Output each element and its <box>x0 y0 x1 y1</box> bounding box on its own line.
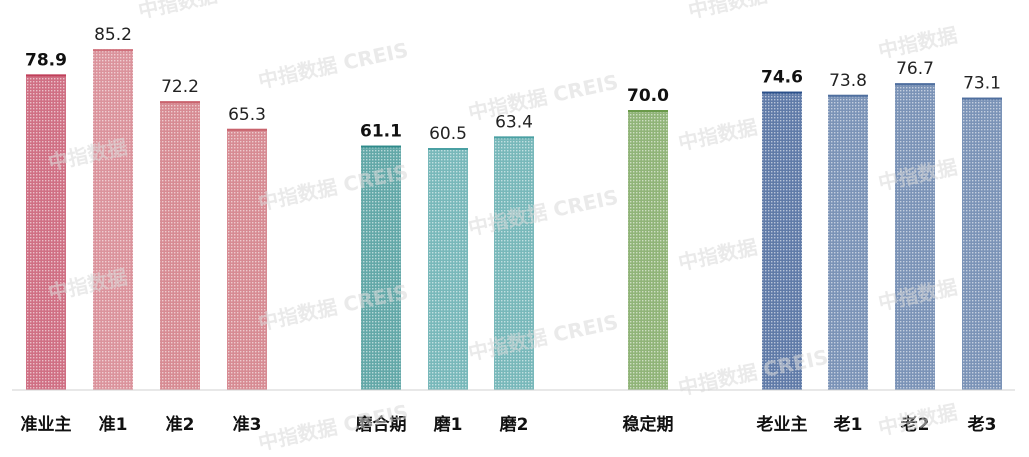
bar-准1 <box>93 49 133 390</box>
watermark-text: 中指数据 CREIS <box>136 0 290 23</box>
bar-cap-老业主 <box>762 91 802 94</box>
bars-layer <box>26 49 1002 391</box>
bar-准业主 <box>26 74 66 391</box>
bar-cap-磨1 <box>428 148 468 150</box>
value-label-老1: 73.8 <box>829 71 867 91</box>
watermark-text: 中指数据 CREIS <box>676 345 830 400</box>
category-label-准1: 准1 <box>99 415 128 435</box>
bar-老3 <box>962 97 1002 390</box>
value-label-磨合期: 61.1 <box>360 122 402 142</box>
category-label-准2: 准2 <box>166 415 195 435</box>
bar-cap-准2 <box>160 101 200 104</box>
watermark-text: 中指数据 <box>676 115 759 155</box>
bar-准3 <box>227 128 267 391</box>
value-label-老2: 76.7 <box>896 59 934 79</box>
category-label-磨合期: 磨合期 <box>356 414 407 435</box>
category-label-磨1: 磨1 <box>434 414 463 435</box>
category-label-老业主: 老业主 <box>756 414 808 435</box>
value-label-准2: 72.2 <box>161 77 199 97</box>
bar-cap-老2 <box>895 83 935 86</box>
value-label-准3: 65.3 <box>228 105 266 125</box>
watermark-text: 中指数据 CREIS <box>256 38 410 93</box>
watermark-text: 中指数据 <box>876 23 959 63</box>
bar-磨2 <box>494 136 534 390</box>
bar-磨1 <box>428 148 468 390</box>
category-label-磨2: 磨2 <box>500 414 529 435</box>
category-label-准3: 准3 <box>233 415 262 435</box>
value-label-准业主: 78.9 <box>25 50 67 70</box>
watermark-text: 中指数据 CREIS <box>256 400 410 455</box>
bar-cap-稳定期 <box>628 110 668 112</box>
bar-老2 <box>895 83 935 390</box>
watermark-text: 中指数据 <box>676 235 759 275</box>
bar-老1 <box>828 94 868 391</box>
bar-磨合期 <box>361 145 401 390</box>
bar-cap-准业主 <box>26 74 66 77</box>
category-label-准业主: 准业主 <box>21 414 72 435</box>
watermark-text: 中指数据 CREIS <box>466 310 620 365</box>
watermark-text: 中指数据 <box>686 0 769 23</box>
value-label-磨1: 60.5 <box>429 124 467 144</box>
value-label-老业主: 74.6 <box>761 68 803 88</box>
category-label-老3: 老3 <box>967 414 997 435</box>
value-label-老3: 73.1 <box>963 74 1001 94</box>
bar-cap-准3 <box>227 128 267 131</box>
category-label-老2: 老2 <box>900 414 930 435</box>
bar-cap-老1 <box>828 94 868 97</box>
bar-cap-准1 <box>93 49 133 52</box>
category-label-老1: 老1 <box>833 414 863 435</box>
bar-准2 <box>160 101 200 390</box>
bar-cap-老3 <box>962 97 1002 100</box>
bar-cap-磨合期 <box>361 145 401 148</box>
bar-老业主 <box>762 91 802 390</box>
category-labels-layer: 准业主 准1 准2 准3 磨合期 磨1 磨2 稳定期 老业主 老1 老2 老3 <box>21 414 997 435</box>
watermark-text: 中指数据 CREIS <box>466 70 620 125</box>
bar-cap-磨2 <box>494 136 534 139</box>
value-label-磨2: 63.4 <box>495 112 533 132</box>
value-label-准1: 85.2 <box>94 25 132 45</box>
bar-稳定期 <box>628 110 668 390</box>
watermark-text: 中指数据 CREIS <box>466 185 620 240</box>
value-label-稳定期: 70.0 <box>627 86 669 106</box>
value-labels-layer: 78.9 85.2 72.2 65.3 61.1 60.5 63.4 70.0 74.6 73.8… <box>25 25 1001 144</box>
category-label-稳定期: 稳定期 <box>623 414 674 435</box>
